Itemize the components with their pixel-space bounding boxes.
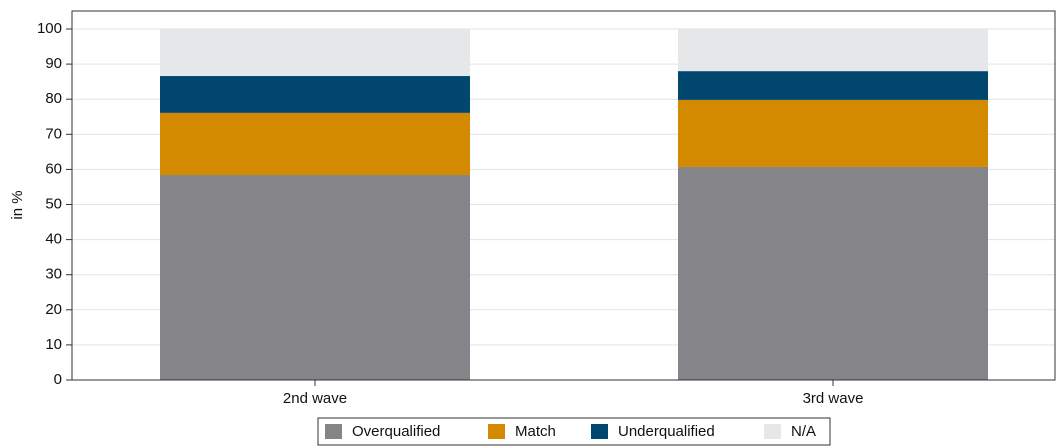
bar-segment <box>678 71 988 100</box>
legend-label: N/A <box>791 423 816 440</box>
y-tick-label: 20 <box>45 301 62 318</box>
legend-label: Overqualified <box>352 423 440 440</box>
plot-frame <box>71 10 1056 381</box>
y-tick-label: 90 <box>45 55 62 72</box>
y-tick-label: 50 <box>45 195 62 212</box>
legend-swatch <box>764 424 781 439</box>
bar-segment <box>678 29 988 72</box>
y-tick-label: 0 <box>54 371 62 388</box>
bar-segment <box>160 175 470 380</box>
bar-segment <box>678 166 988 380</box>
bar-segment <box>160 112 470 176</box>
legend-label: Underqualified <box>618 423 715 440</box>
y-axis-label: in % <box>9 190 26 219</box>
legend-swatch <box>488 424 505 439</box>
bar-segment <box>160 29 470 77</box>
y-tick-label: 80 <box>45 90 62 107</box>
y-tick-label: 60 <box>45 160 62 177</box>
y-tick-label: 70 <box>45 125 62 142</box>
y-tick-label: 30 <box>45 266 62 283</box>
legend-label: Match <box>515 423 556 440</box>
legend-swatch <box>325 424 342 439</box>
y-tick-label: 10 <box>45 336 62 353</box>
y-tick-label: 100 <box>37 20 62 37</box>
x-tick-label: 2nd wave <box>283 390 347 407</box>
x-tick-label: 3rd wave <box>803 390 864 407</box>
y-tick-label: 40 <box>45 231 62 248</box>
bar-segment <box>160 76 470 113</box>
legend-box <box>317 417 831 446</box>
bar-segment <box>678 99 988 167</box>
legend-swatch <box>591 424 608 439</box>
